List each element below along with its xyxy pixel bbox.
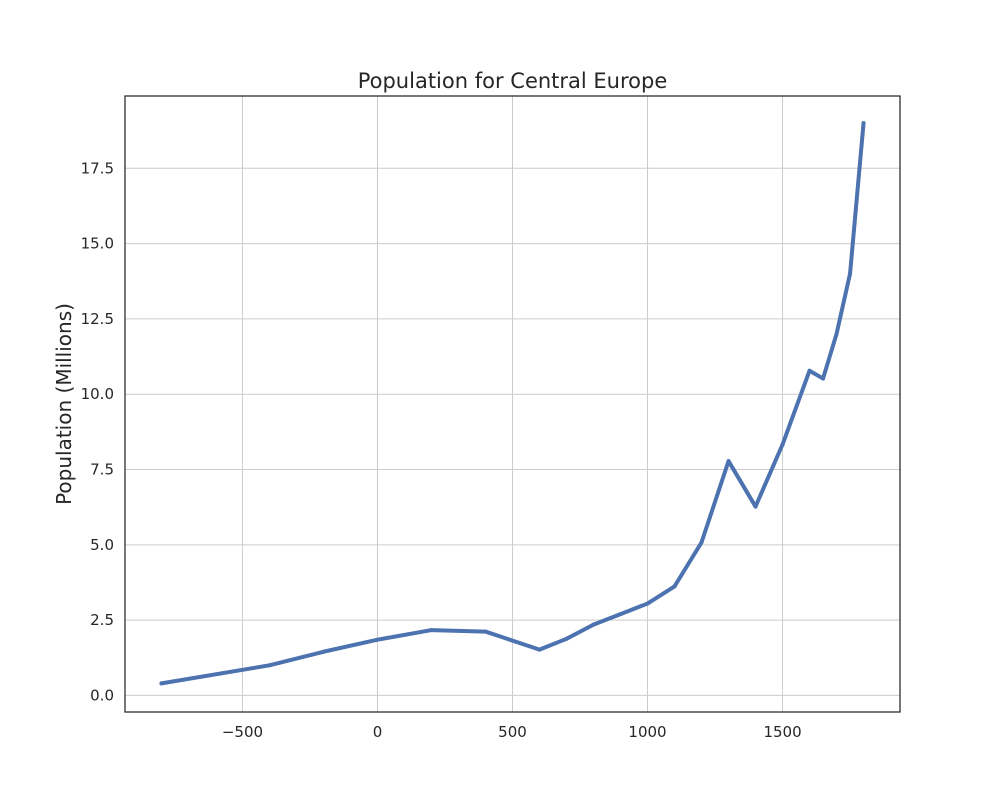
x-axis-ticks: −500 0 500 1000 1500: [222, 723, 802, 741]
data-point: [645, 601, 650, 606]
data-point: [483, 629, 488, 634]
data-point: [672, 584, 677, 589]
data-point: [564, 636, 569, 641]
data-point: [159, 681, 164, 686]
y-tick-label: 12.5: [81, 310, 114, 328]
data-point: [834, 331, 839, 336]
data-point: [848, 271, 853, 276]
y-axis-ticks: 0.0 2.5 5.0 7.5 10.0 12.5 15.0 17.5: [81, 159, 114, 704]
data-point: [726, 459, 731, 464]
data-point: [537, 647, 542, 652]
x-tick-label: 500: [498, 723, 527, 741]
y-tick-label: 17.5: [81, 159, 114, 177]
y-axis-label: Population (Millions): [52, 303, 76, 505]
chart-title: Population for Central Europe: [358, 69, 668, 93]
series-layer: [159, 121, 866, 686]
grid: [125, 96, 900, 712]
data-point: [618, 612, 623, 617]
x-tick-label: 1000: [628, 723, 666, 741]
data-point: [807, 368, 812, 373]
data-point: [699, 540, 704, 545]
y-tick-label: 0.0: [90, 686, 114, 704]
data-point: [591, 622, 596, 627]
data-point: [267, 663, 272, 668]
data-point: [375, 637, 380, 642]
data-point: [753, 504, 758, 509]
x-tick-label: 1500: [763, 723, 801, 741]
data-point: [780, 442, 785, 447]
plot-frame: [124, 95, 901, 713]
y-tick-label: 15.0: [81, 235, 114, 253]
y-tick-label: 2.5: [90, 611, 114, 629]
y-tick-label: 5.0: [90, 536, 114, 554]
data-point: [821, 376, 826, 381]
data-point: [861, 121, 866, 126]
data-point: [321, 649, 326, 654]
data-point: [429, 628, 434, 633]
y-tick-label: 10.0: [81, 385, 114, 403]
x-tick-label: −500: [222, 723, 263, 741]
x-tick-label: 0: [373, 723, 383, 741]
y-tick-label: 7.5: [90, 461, 114, 479]
